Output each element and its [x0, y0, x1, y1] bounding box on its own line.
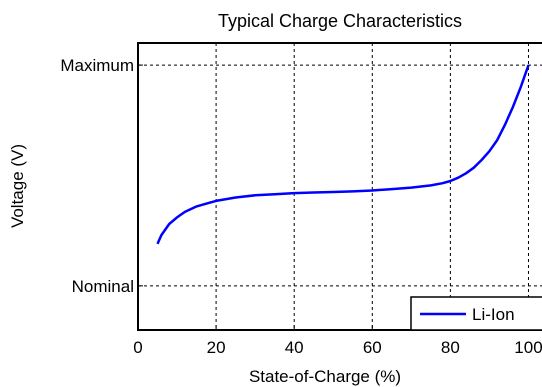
- series-layer: [156, 64, 530, 245]
- y-tick-label: Maximum: [60, 56, 134, 75]
- x-tick-label: 100: [514, 338, 542, 357]
- grid-layer: [138, 43, 542, 330]
- x-tick-label: 60: [363, 338, 382, 357]
- y-tick-label: Nominal: [72, 277, 134, 296]
- x-tick-label: 80: [441, 338, 460, 357]
- legend-label-li-ion: Li-Ion: [472, 305, 515, 324]
- tick-layer: 0 20 40 60 80 100 Nominal Maximum: [60, 56, 542, 357]
- x-tick-label: 40: [285, 338, 304, 357]
- series-line-li-ion: [156, 64, 530, 245]
- plot-frame: [137, 42, 542, 331]
- y-axis-label: Voltage (V): [8, 144, 27, 228]
- x-tick-label: 0: [133, 338, 142, 357]
- chart-title: Typical Charge Characteristics: [218, 11, 462, 31]
- x-axis-label: State-of-Charge (%): [249, 367, 401, 386]
- legend: Li-Ion: [410, 296, 542, 331]
- x-tick-label: 20: [207, 338, 226, 357]
